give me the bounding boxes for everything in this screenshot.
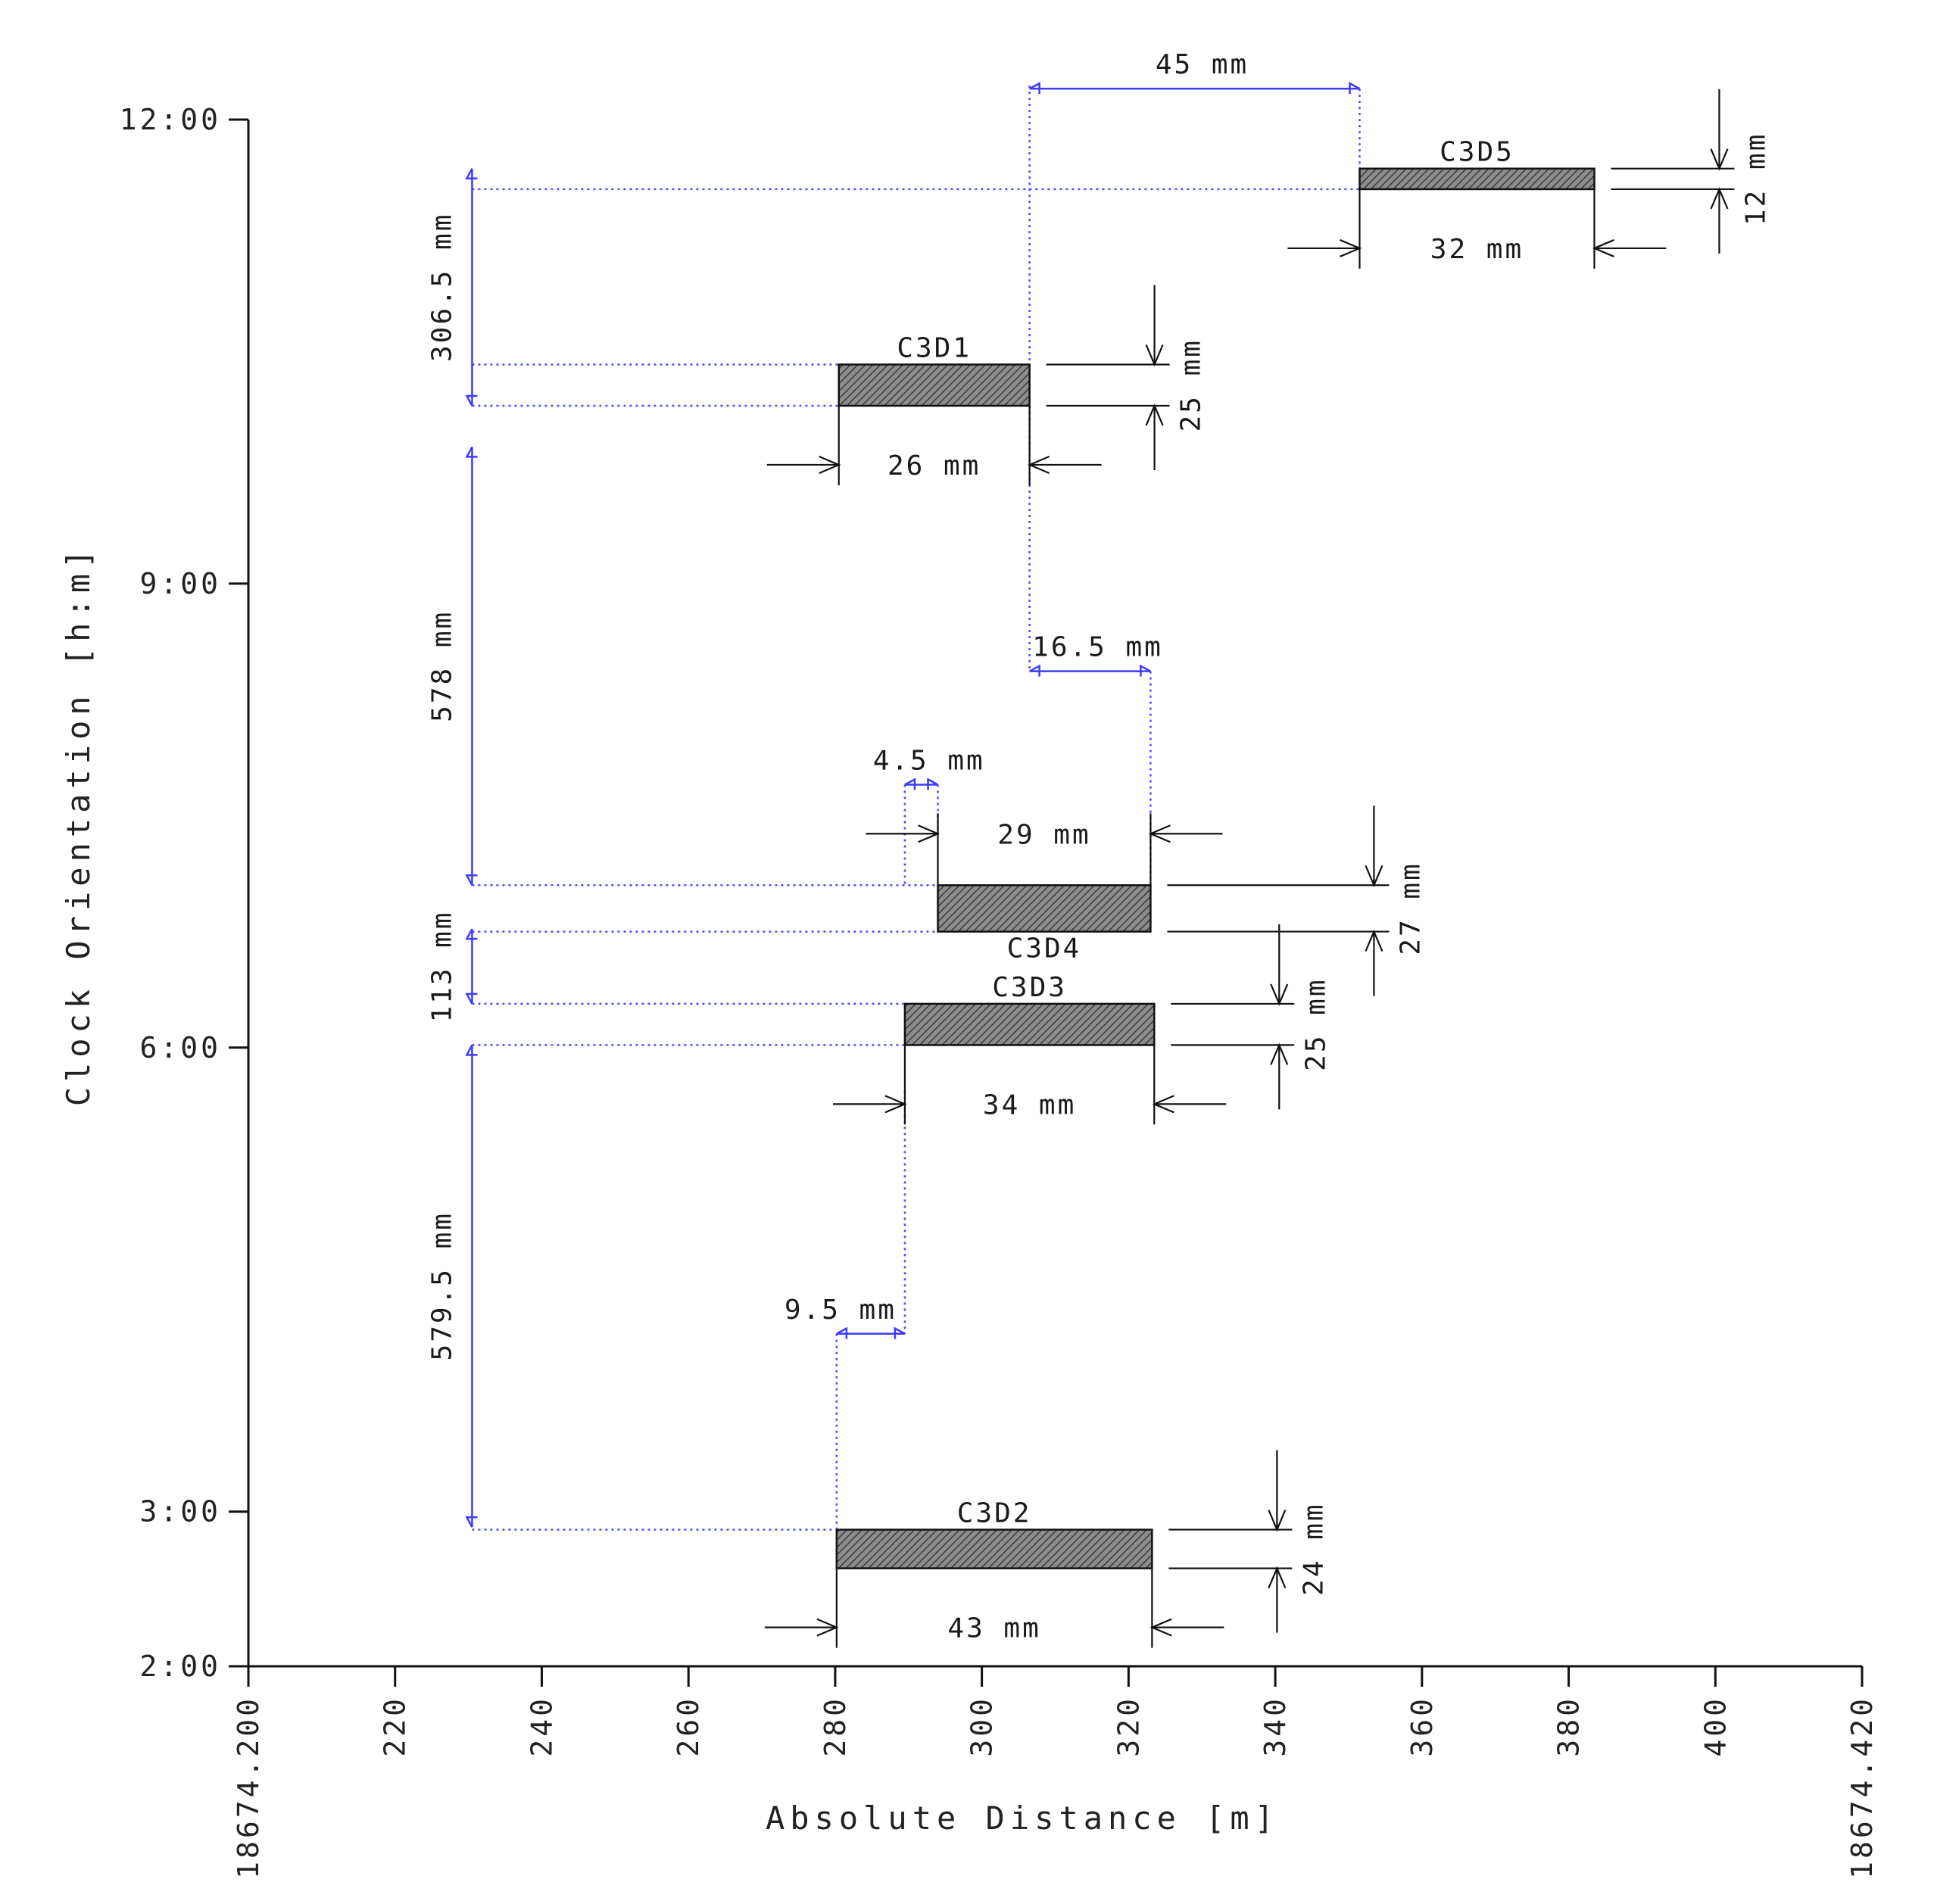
y-tick-label: 3:00 xyxy=(139,1495,221,1528)
x-tick-label: 280 xyxy=(819,1696,852,1757)
dimension-arrowhead xyxy=(1148,824,1171,843)
width-label: 12 mm xyxy=(1740,132,1771,226)
blue-arrowhead xyxy=(836,1326,848,1339)
dimension-arrowhead xyxy=(1270,983,1289,1006)
x-tick-label: 400 xyxy=(1698,1696,1732,1757)
blue-arrowhead xyxy=(465,874,478,886)
dimension-arrowhead xyxy=(1710,148,1729,171)
width-label: 25 mm xyxy=(1300,977,1331,1070)
spacing-label: 579.5 mm xyxy=(426,1211,457,1360)
dimension-arrowhead xyxy=(884,1095,907,1114)
defect-c3d5 xyxy=(1358,167,1596,191)
blue-arrowhead xyxy=(465,928,478,940)
dimension-arrowhead xyxy=(1592,238,1614,257)
spacing-label: 306.5 mm xyxy=(426,213,457,362)
y-tick-label: 2:00 xyxy=(139,1650,221,1683)
length-label: 32 mm xyxy=(1430,234,1524,265)
length-label: 43 mm xyxy=(947,1613,1040,1644)
spacing-label: 16.5 mm xyxy=(1032,632,1163,663)
segment-label: C3D2 xyxy=(957,1498,1032,1529)
y-axis-title: Clock Orientation [h:m] xyxy=(60,544,97,1107)
dimension-arrowhead xyxy=(1027,455,1050,474)
defect-c3d3 xyxy=(903,1002,1156,1046)
blue-arrowhead xyxy=(1140,664,1152,677)
dimension-arrowhead xyxy=(1270,1042,1289,1065)
segment-label: C3D5 xyxy=(1440,137,1514,168)
dimension-annotations: C3D1 26 mm 25 mm C3D2 43 mm 24 mm C3D3 34 mm 25 … xyxy=(426,49,1771,1648)
spacing-label: 578 mm xyxy=(426,610,457,722)
blue-arrowhead xyxy=(465,993,478,1005)
length-label: 26 mm xyxy=(887,450,981,481)
defect-c3d1 xyxy=(838,363,1031,407)
blue-arrowhead xyxy=(1029,82,1040,95)
defect-c3d4 xyxy=(937,884,1152,933)
dimension-arrowhead xyxy=(1268,1510,1287,1532)
dimension-arrowhead xyxy=(1340,238,1362,257)
blue-arrowhead xyxy=(465,1516,478,1528)
y-tick-label: 9:00 xyxy=(139,567,221,600)
x-tick-label: 340 xyxy=(1259,1696,1292,1757)
blue-arrowhead xyxy=(465,1044,478,1056)
x-tick-label: 260 xyxy=(672,1696,705,1757)
x-axis-title: Absolute Distance [m] xyxy=(766,1800,1279,1837)
dimension-arrowhead xyxy=(1152,1095,1174,1114)
width-label: 24 mm xyxy=(1298,1502,1329,1595)
dimension-arrowhead xyxy=(1365,929,1383,952)
spacing-label: 113 mm xyxy=(426,911,457,1023)
blue-arrowhead xyxy=(894,1326,906,1339)
spacing-label: 9.5 mm xyxy=(785,1295,897,1326)
defect-segments xyxy=(835,167,1596,1569)
width-label: 25 mm xyxy=(1176,338,1207,432)
y-tick-label: 12:00 xyxy=(120,103,221,136)
x-tick-label: 380 xyxy=(1552,1696,1586,1757)
x-axis-ticks: 18674.200 220 240 260 280 300 320 340 360 380 400 1… xyxy=(232,1666,1879,1879)
dimension-guides xyxy=(472,86,1361,1531)
blue-arrowhead xyxy=(904,777,916,790)
blue-arrowhead xyxy=(1029,664,1040,677)
spacing-label: 4.5 mm xyxy=(873,745,985,776)
spacing-label: 45 mm xyxy=(1156,49,1249,80)
width-label: 27 mm xyxy=(1395,862,1426,955)
dimension-arrowhead xyxy=(1145,404,1164,426)
length-label: 29 mm xyxy=(997,819,1090,850)
defect-c3d2 xyxy=(835,1528,1153,1569)
segment-label: C3D1 xyxy=(897,332,972,363)
dimension-arrowhead xyxy=(1710,187,1729,210)
segment-label: C3D3 xyxy=(992,972,1067,1003)
x-tick-label: 320 xyxy=(1112,1696,1145,1757)
x-tick-label: 220 xyxy=(379,1696,412,1757)
dimension-arrowhead xyxy=(819,455,841,474)
blue-arrowhead xyxy=(465,394,478,407)
blue-arrowhead xyxy=(927,777,939,790)
length-label: 34 mm xyxy=(983,1089,1076,1120)
blue-arrowhead xyxy=(465,446,478,458)
x-tick-label: 360 xyxy=(1405,1696,1439,1757)
dimension-arrowhead xyxy=(1365,865,1383,888)
dimension-arrowhead xyxy=(1145,344,1164,367)
dimension-arrowhead xyxy=(1149,1618,1172,1637)
x-tick-label: 18674.200 xyxy=(232,1696,265,1879)
blue-arrowhead xyxy=(465,168,478,179)
x-tick-label: 300 xyxy=(965,1696,999,1757)
y-tick-label: 6:00 xyxy=(139,1031,221,1064)
segment-label: C3D4 xyxy=(1007,933,1082,964)
dimension-arrowhead xyxy=(816,1618,839,1637)
dimension-arrowhead xyxy=(918,824,940,843)
dimension-arrowhead xyxy=(1268,1566,1287,1589)
blue-arrowhead xyxy=(1349,82,1361,95)
x-tick-label: 18674.420 xyxy=(1845,1696,1879,1879)
x-tick-label: 240 xyxy=(525,1696,558,1757)
y-axis-ticks: 2:00 3:00 6:00 9:00 12:00 xyxy=(120,103,248,1683)
